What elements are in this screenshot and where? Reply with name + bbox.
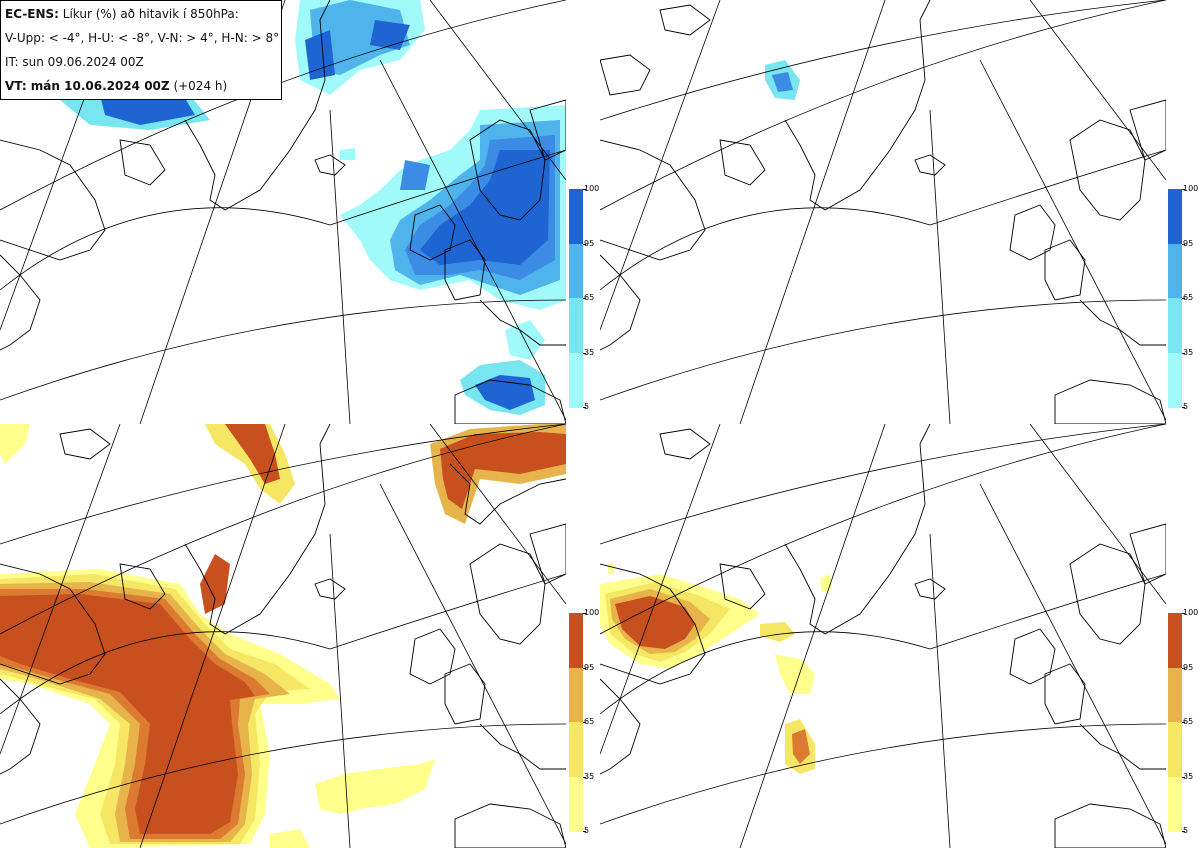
- valid-time: VT: mán 10.06.2024 00Z: [5, 79, 170, 93]
- colorbar-bottom-right: 100 95 65 35 5: [1168, 609, 1198, 835]
- probability-area: [600, 564, 832, 774]
- colorbar-tick-label: 100: [1183, 184, 1199, 193]
- info-box: EC-ENS: Líkur (%) að hitavik í 850hPa: V…: [0, 0, 282, 100]
- valid-offset: (+024 h): [173, 79, 228, 93]
- colorbar-segment: [1168, 776, 1182, 832]
- map-warm-8deg: [600, 424, 1166, 848]
- colorbar-tick-mark: [1182, 776, 1185, 778]
- colorbar-tick-mark: [583, 407, 586, 408]
- colorbar-segment: [1168, 667, 1182, 723]
- panel-cold-8deg: [600, 0, 1166, 424]
- probability-area: [0, 424, 566, 848]
- colorbar-segment: [1168, 298, 1182, 353]
- colorbar-tick-label: 35: [1183, 771, 1194, 781]
- colorbar-segment: [1168, 189, 1182, 244]
- coastline: [600, 424, 1166, 848]
- initial-time: IT: sun 09.06.2024 00Z: [5, 55, 144, 69]
- colorbar-segment: [569, 776, 583, 832]
- panel-cold-4deg: [0, 0, 566, 424]
- colorbar-tick-mark: [583, 667, 586, 669]
- colorbar-tick-mark: [1182, 667, 1185, 669]
- colorbar-segment: [1168, 613, 1182, 668]
- colorbar-tick-label: 65: [584, 717, 595, 726]
- colorbar-segment: [569, 298, 583, 353]
- colorbar-tick-mark: [583, 352, 586, 354]
- colorbar-bottom-left: 100 95 65 35 5: [569, 609, 599, 835]
- valid-time-line: VT: mán 10.06.2024 00Z (+024 h): [5, 77, 281, 101]
- colorbar-tick-label: 65: [584, 293, 595, 302]
- colorbar-tick-mark: [583, 613, 586, 614]
- colorbar-tick-mark: [1182, 831, 1185, 832]
- graticule: [0, 424, 566, 848]
- colorbar-tick-mark: [1182, 352, 1185, 354]
- colorbar-tick-mark: [1182, 243, 1185, 245]
- colorbar-tick-label: 100: [584, 184, 600, 193]
- colorbar-tick-mark: [1182, 613, 1185, 614]
- colorbar-segment: [569, 667, 583, 723]
- colorbar-segment: [569, 352, 583, 408]
- colorbar-tick-label: 95: [584, 662, 595, 672]
- colorbar-tick-label: 5: [1183, 826, 1189, 835]
- colorbar-tick-mark: [583, 298, 586, 299]
- colorbar-tick-label: 95: [1183, 238, 1194, 248]
- colorbar-tick-mark: [583, 831, 586, 832]
- panel-warm-8deg: [600, 424, 1166, 848]
- colorbar-tick-label: 65: [1183, 293, 1194, 302]
- model-label: EC-ENS:: [5, 7, 59, 21]
- title-line: EC-ENS: Líkur (%) að hitavik í 850hPa:: [5, 5, 281, 29]
- colorbar-tick-mark: [583, 776, 586, 778]
- colorbar-tick-label: 35: [584, 347, 595, 357]
- colorbar-top-left: 100 95 65 35 5: [569, 185, 599, 411]
- colorbar-tick-label: 65: [1183, 717, 1194, 726]
- panel-warm-4deg: [0, 424, 566, 848]
- coastline: [0, 0, 566, 424]
- map-warm-4deg: [0, 424, 566, 848]
- colorbar-segment: [569, 243, 583, 299]
- colorbar-tick-mark: [583, 243, 586, 245]
- colorbar-segment: [569, 613, 583, 668]
- colorbar-top-right: 100 95 65 35 5: [1168, 185, 1198, 411]
- colorbar-segment: [1168, 243, 1182, 299]
- colorbar-tick-mark: [583, 722, 586, 723]
- colorbar-tick-label: 5: [1183, 402, 1189, 411]
- coastline: [600, 0, 1166, 424]
- colorbar-tick-label: 95: [1183, 662, 1194, 672]
- colorbar-segment: [569, 189, 583, 244]
- thresholds-line: V-Upp: < -4°, H-U: < -8°, V-N: > 4°, H-N…: [5, 31, 280, 45]
- colorbar-tick-label: 5: [584, 402, 590, 411]
- colorbar-tick-label: 100: [584, 608, 600, 617]
- colorbar-tick-label: 100: [1183, 608, 1199, 617]
- colorbar-tick-mark: [1182, 722, 1185, 723]
- colorbar-tick-mark: [1182, 407, 1185, 408]
- colorbar-tick-label: 95: [584, 238, 595, 248]
- colorbar-tick-mark: [1182, 298, 1185, 299]
- colorbar-tick-label: 35: [1183, 347, 1194, 357]
- colorbar-tick-label: 35: [584, 771, 595, 781]
- colorbar-segment: [1168, 722, 1182, 777]
- graticule: [600, 0, 1166, 424]
- coastline: [0, 424, 566, 848]
- colorbar-segment: [1168, 352, 1182, 408]
- colorbar-tick-label: 5: [584, 826, 590, 835]
- graticule: [600, 424, 1166, 848]
- title-text: Líkur (%) að hitavik í 850hPa:: [62, 7, 239, 21]
- colorbar-segment: [569, 722, 583, 777]
- colorbar-tick-mark: [1182, 189, 1185, 190]
- map-cold-8deg: [600, 0, 1166, 424]
- probability-area: [765, 60, 800, 100]
- colorbar-tick-mark: [583, 189, 586, 190]
